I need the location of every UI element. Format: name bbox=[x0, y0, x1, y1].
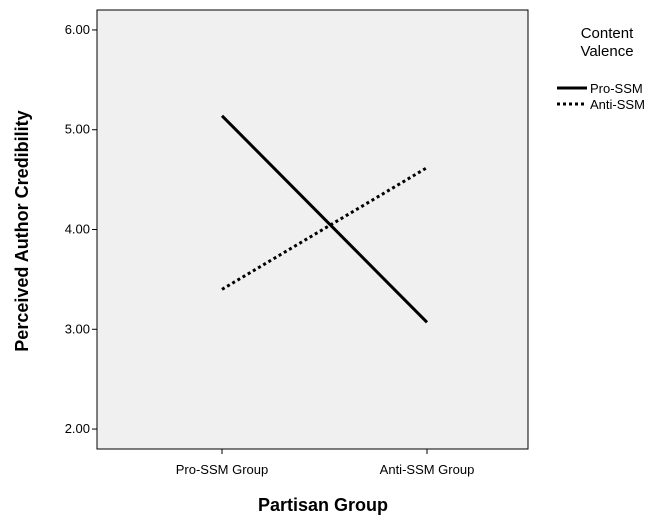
y-tick-label: 4.00 bbox=[65, 222, 90, 237]
series-line-pro-ssm bbox=[220, 114, 429, 324]
x-tick-label: Pro-SSM Group bbox=[176, 462, 268, 477]
x-axis-title: Partisan Group bbox=[258, 495, 388, 515]
x-tick-label: Anti-SSM Group bbox=[380, 462, 475, 477]
x-axis: Pro-SSM Group Anti-SSM Group bbox=[176, 449, 475, 477]
legend-label: Anti-SSM bbox=[590, 97, 645, 112]
y-tick-label: 6.00 bbox=[65, 22, 90, 37]
legend-label: Pro-SSM bbox=[590, 81, 643, 96]
y-axis-title: Perceived Author Credibility bbox=[12, 110, 32, 351]
series-line-anti-ssm bbox=[221, 166, 428, 291]
legend-title-line-1: Content bbox=[581, 25, 634, 42]
y-tick-label: 5.00 bbox=[65, 122, 90, 137]
y-axis: 2.00 3.00 4.00 5.00 6.00 bbox=[65, 22, 97, 436]
plot-area bbox=[96, 9, 529, 450]
y-tick-label: 3.00 bbox=[65, 321, 90, 336]
series-lines bbox=[220, 114, 429, 324]
y-tick-label: 2.00 bbox=[65, 421, 90, 436]
legend-title-line-2: Valence bbox=[580, 43, 633, 60]
